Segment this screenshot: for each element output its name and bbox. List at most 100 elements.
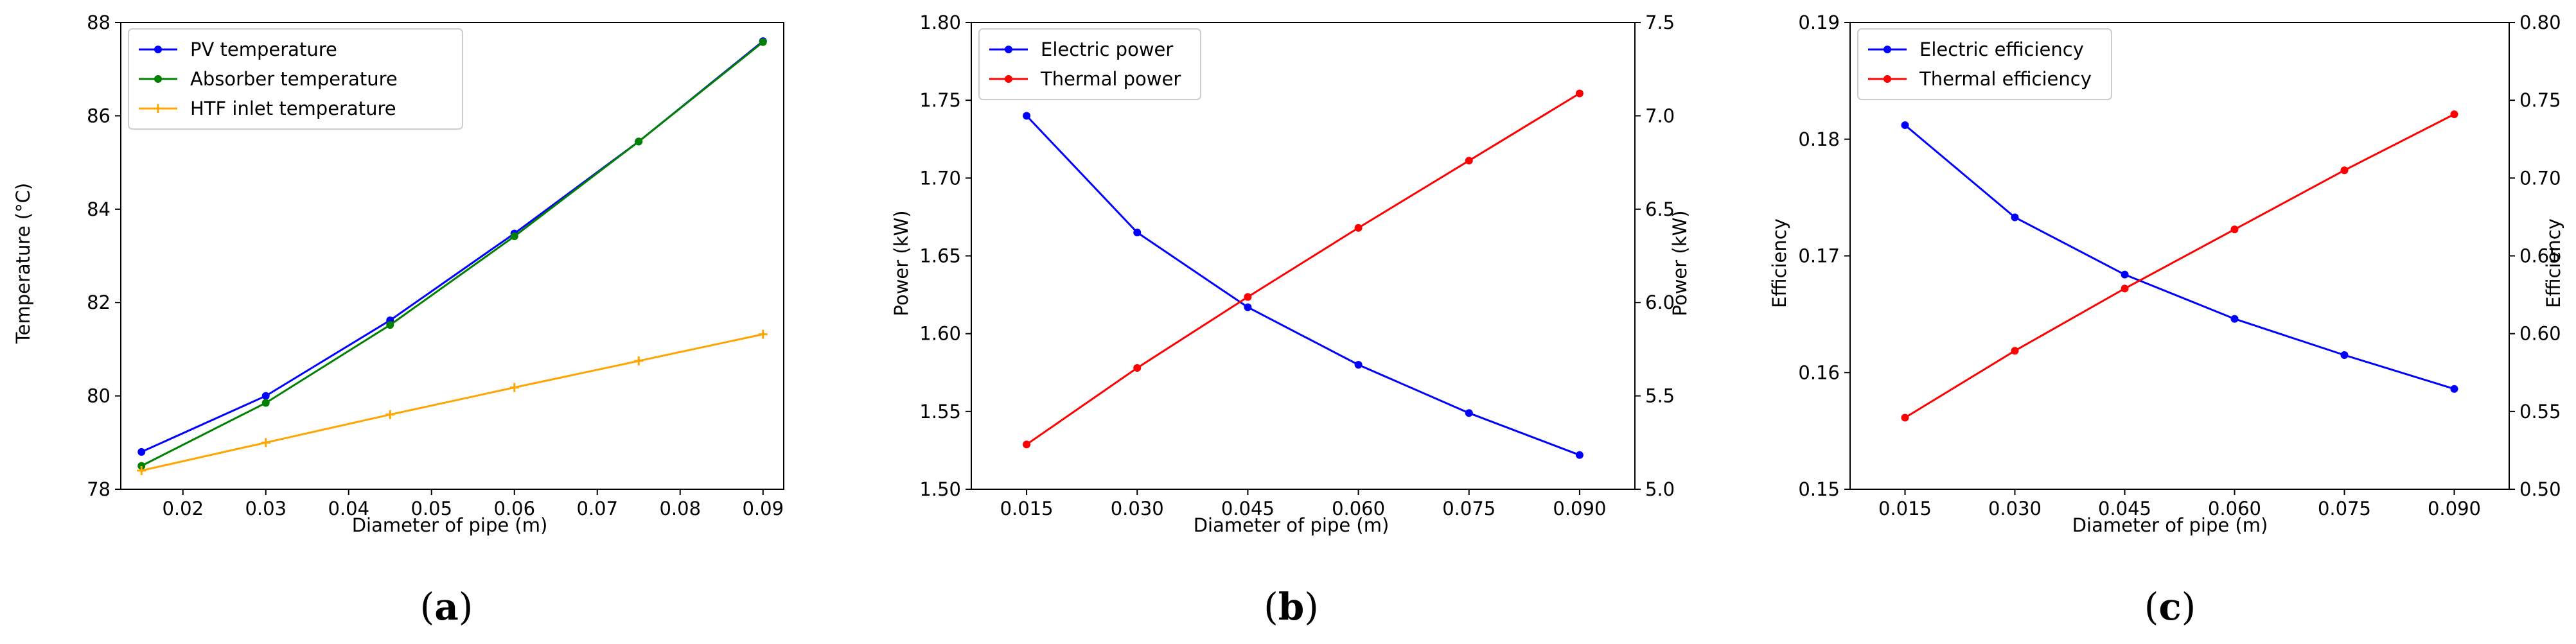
x-tick-label: 0.075: [2318, 498, 2371, 519]
data-point-marker: [2121, 284, 2129, 293]
y-tick-label: 1.75: [919, 89, 961, 111]
y-axis-label-left: Efficiency: [1769, 218, 1790, 308]
data-point-marker: [2011, 213, 2019, 222]
data-point-marker: [635, 137, 643, 146]
x-tick-label: 0.07: [576, 498, 618, 519]
x-tick-label: 0.060: [1332, 498, 1385, 519]
chart-panel-b: 0.015 0.030 0.045 0.060 0.075 0.090 1.50 1.55 1.…: [890, 12, 1691, 629]
y-right-tick-label: 0.60: [2519, 323, 2561, 345]
data-point-marker: [137, 466, 146, 475]
data-point-marker: [1133, 363, 1142, 372]
data-point-marker: [1244, 293, 1252, 301]
y-tick-label: 0.16: [1798, 361, 1840, 383]
legend-label: Absorber temperature: [190, 68, 398, 90]
y-tick-label: 88: [87, 12, 110, 33]
legend-box: [1857, 28, 2112, 100]
x-axis-label: Diameter of pipe (m): [352, 514, 548, 536]
data-point-marker: [2450, 385, 2458, 393]
axes-box: [120, 22, 784, 490]
y-right-tick-label: 5.0: [1645, 478, 1675, 500]
y-tick-label: 0.19: [1798, 12, 1840, 33]
data-point-marker: [1465, 157, 1473, 165]
data-point-marker: [2230, 225, 2239, 234]
axis-ticks: 0.02 0.03 0.04 0.05 0.06 0.07 0.08 0.09 78 80 82 84…: [87, 12, 784, 519]
chart-panel-a: 0.02 0.03 0.04 0.05 0.06 0.07 0.08 0.09 78 80 82 84…: [12, 12, 784, 629]
data-point-marker: [137, 462, 146, 470]
series-line: [141, 333, 764, 472]
x-tick-label: 0.045: [2098, 498, 2151, 519]
x-tick-label: 0.06: [493, 498, 535, 519]
data-point-marker: [2230, 315, 2239, 323]
x-tick-label: 0.09: [742, 498, 784, 519]
plot-area: [1023, 89, 1584, 459]
legend-label: HTF inlet temperature: [190, 98, 396, 119]
y-tick-label: 86: [87, 105, 110, 126]
y-right-tick-label: 0.50: [2519, 478, 2561, 500]
data-point-marker: [2340, 351, 2349, 359]
legend-box: [128, 28, 463, 130]
data-point-marker: [386, 321, 394, 329]
y-axis-label-right: Power (kW): [1669, 211, 1691, 317]
x-tick-label: 0.090: [1553, 498, 1606, 519]
data-point-marker: [385, 410, 395, 419]
y-right-tick-label: 5.5: [1645, 385, 1675, 407]
legend-label: PV temperature: [190, 39, 337, 60]
data-point-marker: [758, 329, 768, 339]
data-point-marker: [1023, 112, 1031, 120]
y-axis-label-right: Efficiency: [2543, 218, 2564, 308]
data-point-marker: [2011, 347, 2019, 355]
data-point-marker: [510, 232, 518, 240]
plot-area: [1901, 110, 2458, 422]
data-point-marker: [1354, 361, 1363, 369]
data-point-marker: [1023, 440, 1031, 449]
series-line: [1904, 124, 2455, 390]
panel-label-b: (b): [1264, 585, 1319, 629]
y-tick-label: 1.65: [919, 245, 961, 267]
x-tick-label: 0.08: [659, 498, 701, 519]
data-point-marker: [1005, 46, 1012, 53]
data-point-marker: [1354, 223, 1363, 232]
x-tick-label: 0.015: [1878, 498, 1932, 519]
x-tick-label: 0.05: [410, 498, 452, 519]
panel-label-a: (a): [420, 585, 473, 629]
plot-area: [137, 37, 768, 475]
legend: Electric efficiency Thermal efficiency: [1857, 28, 2112, 100]
legend-label: Thermal power: [1040, 68, 1181, 90]
x-tick-label: 0.030: [1988, 498, 2042, 519]
y-right-tick-label: 0.80: [2519, 12, 2561, 33]
data-point-marker: [1883, 75, 1891, 83]
axis-ticks: 0.015 0.030 0.045 0.060 0.075 0.090 1.50 1.55 1.…: [919, 12, 1675, 519]
series-line: [141, 41, 764, 467]
data-point-marker: [2121, 270, 2129, 279]
y-right-tick-label: 0.75: [2519, 89, 2561, 111]
data-point-marker: [1244, 303, 1252, 311]
data-point-marker: [1575, 89, 1584, 98]
y-tick-label: 1.80: [919, 12, 961, 33]
series-line: [1904, 113, 2455, 419]
y-right-tick-label: 0.55: [2519, 401, 2561, 422]
legend: Electric power Thermal power: [978, 28, 1201, 100]
legend-label: Electric efficiency: [1919, 39, 2084, 60]
legend-label: Thermal efficiency: [1919, 68, 2092, 90]
data-point-marker: [261, 392, 270, 400]
data-point-marker: [1901, 121, 1909, 129]
y-right-tick-label: 0.65: [2519, 245, 2561, 267]
y-tick-label: 84: [87, 198, 110, 220]
data-point-marker: [1465, 409, 1473, 417]
panel-label-c: (c): [2144, 585, 2196, 629]
axis-ticks: 0.015 0.030 0.045 0.060 0.075 0.090 0.15 0.16 0.…: [1798, 12, 2561, 519]
x-axis-label: Diameter of pipe (m): [2072, 514, 2268, 536]
data-point-marker: [1901, 413, 1909, 422]
chart-panel-c: 0.015 0.030 0.045 0.060 0.075 0.090 0.15 0.16 0.…: [1769, 12, 2564, 629]
series-line: [1026, 92, 1580, 446]
x-tick-label: 0.060: [2208, 498, 2261, 519]
y-tick-label: 82: [87, 292, 110, 313]
data-point-marker: [1005, 75, 1012, 83]
x-tick-label: 0.015: [1000, 498, 1054, 519]
y-tick-label: 1.55: [919, 401, 961, 422]
data-point-marker: [261, 399, 270, 407]
y-axis-label: Temperature (°C): [12, 183, 34, 344]
data-point-marker: [1133, 229, 1142, 237]
y-tick-label: 1.60: [919, 323, 961, 345]
